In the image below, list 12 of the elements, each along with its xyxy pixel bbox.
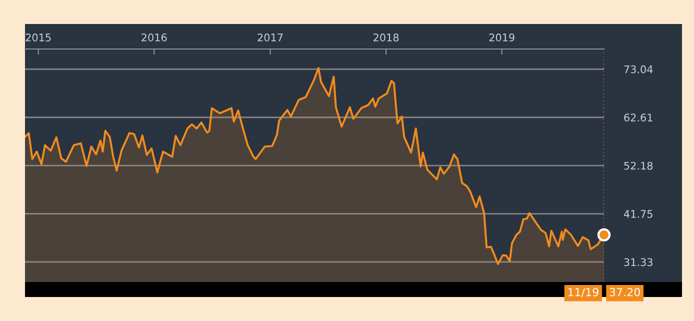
x-tick-label: 2018 <box>374 34 399 42</box>
y-tick-label: 52.18 <box>624 162 653 170</box>
y-tick-label: 31.33 <box>624 258 652 266</box>
text: 37.20 <box>610 288 640 296</box>
y-tick-label: 62.61 <box>624 114 652 122</box>
y-tick-label: 73.04 <box>624 65 653 74</box>
x-tick-label: 2015 <box>26 34 51 42</box>
text: 11/19 <box>568 288 598 298</box>
x-tick-label: 2017 <box>258 34 283 42</box>
x-tick-label: 2016 <box>142 34 167 42</box>
y-tick-label: 41.75 <box>624 210 652 218</box>
x-tick-label: 2019 <box>489 34 514 42</box>
